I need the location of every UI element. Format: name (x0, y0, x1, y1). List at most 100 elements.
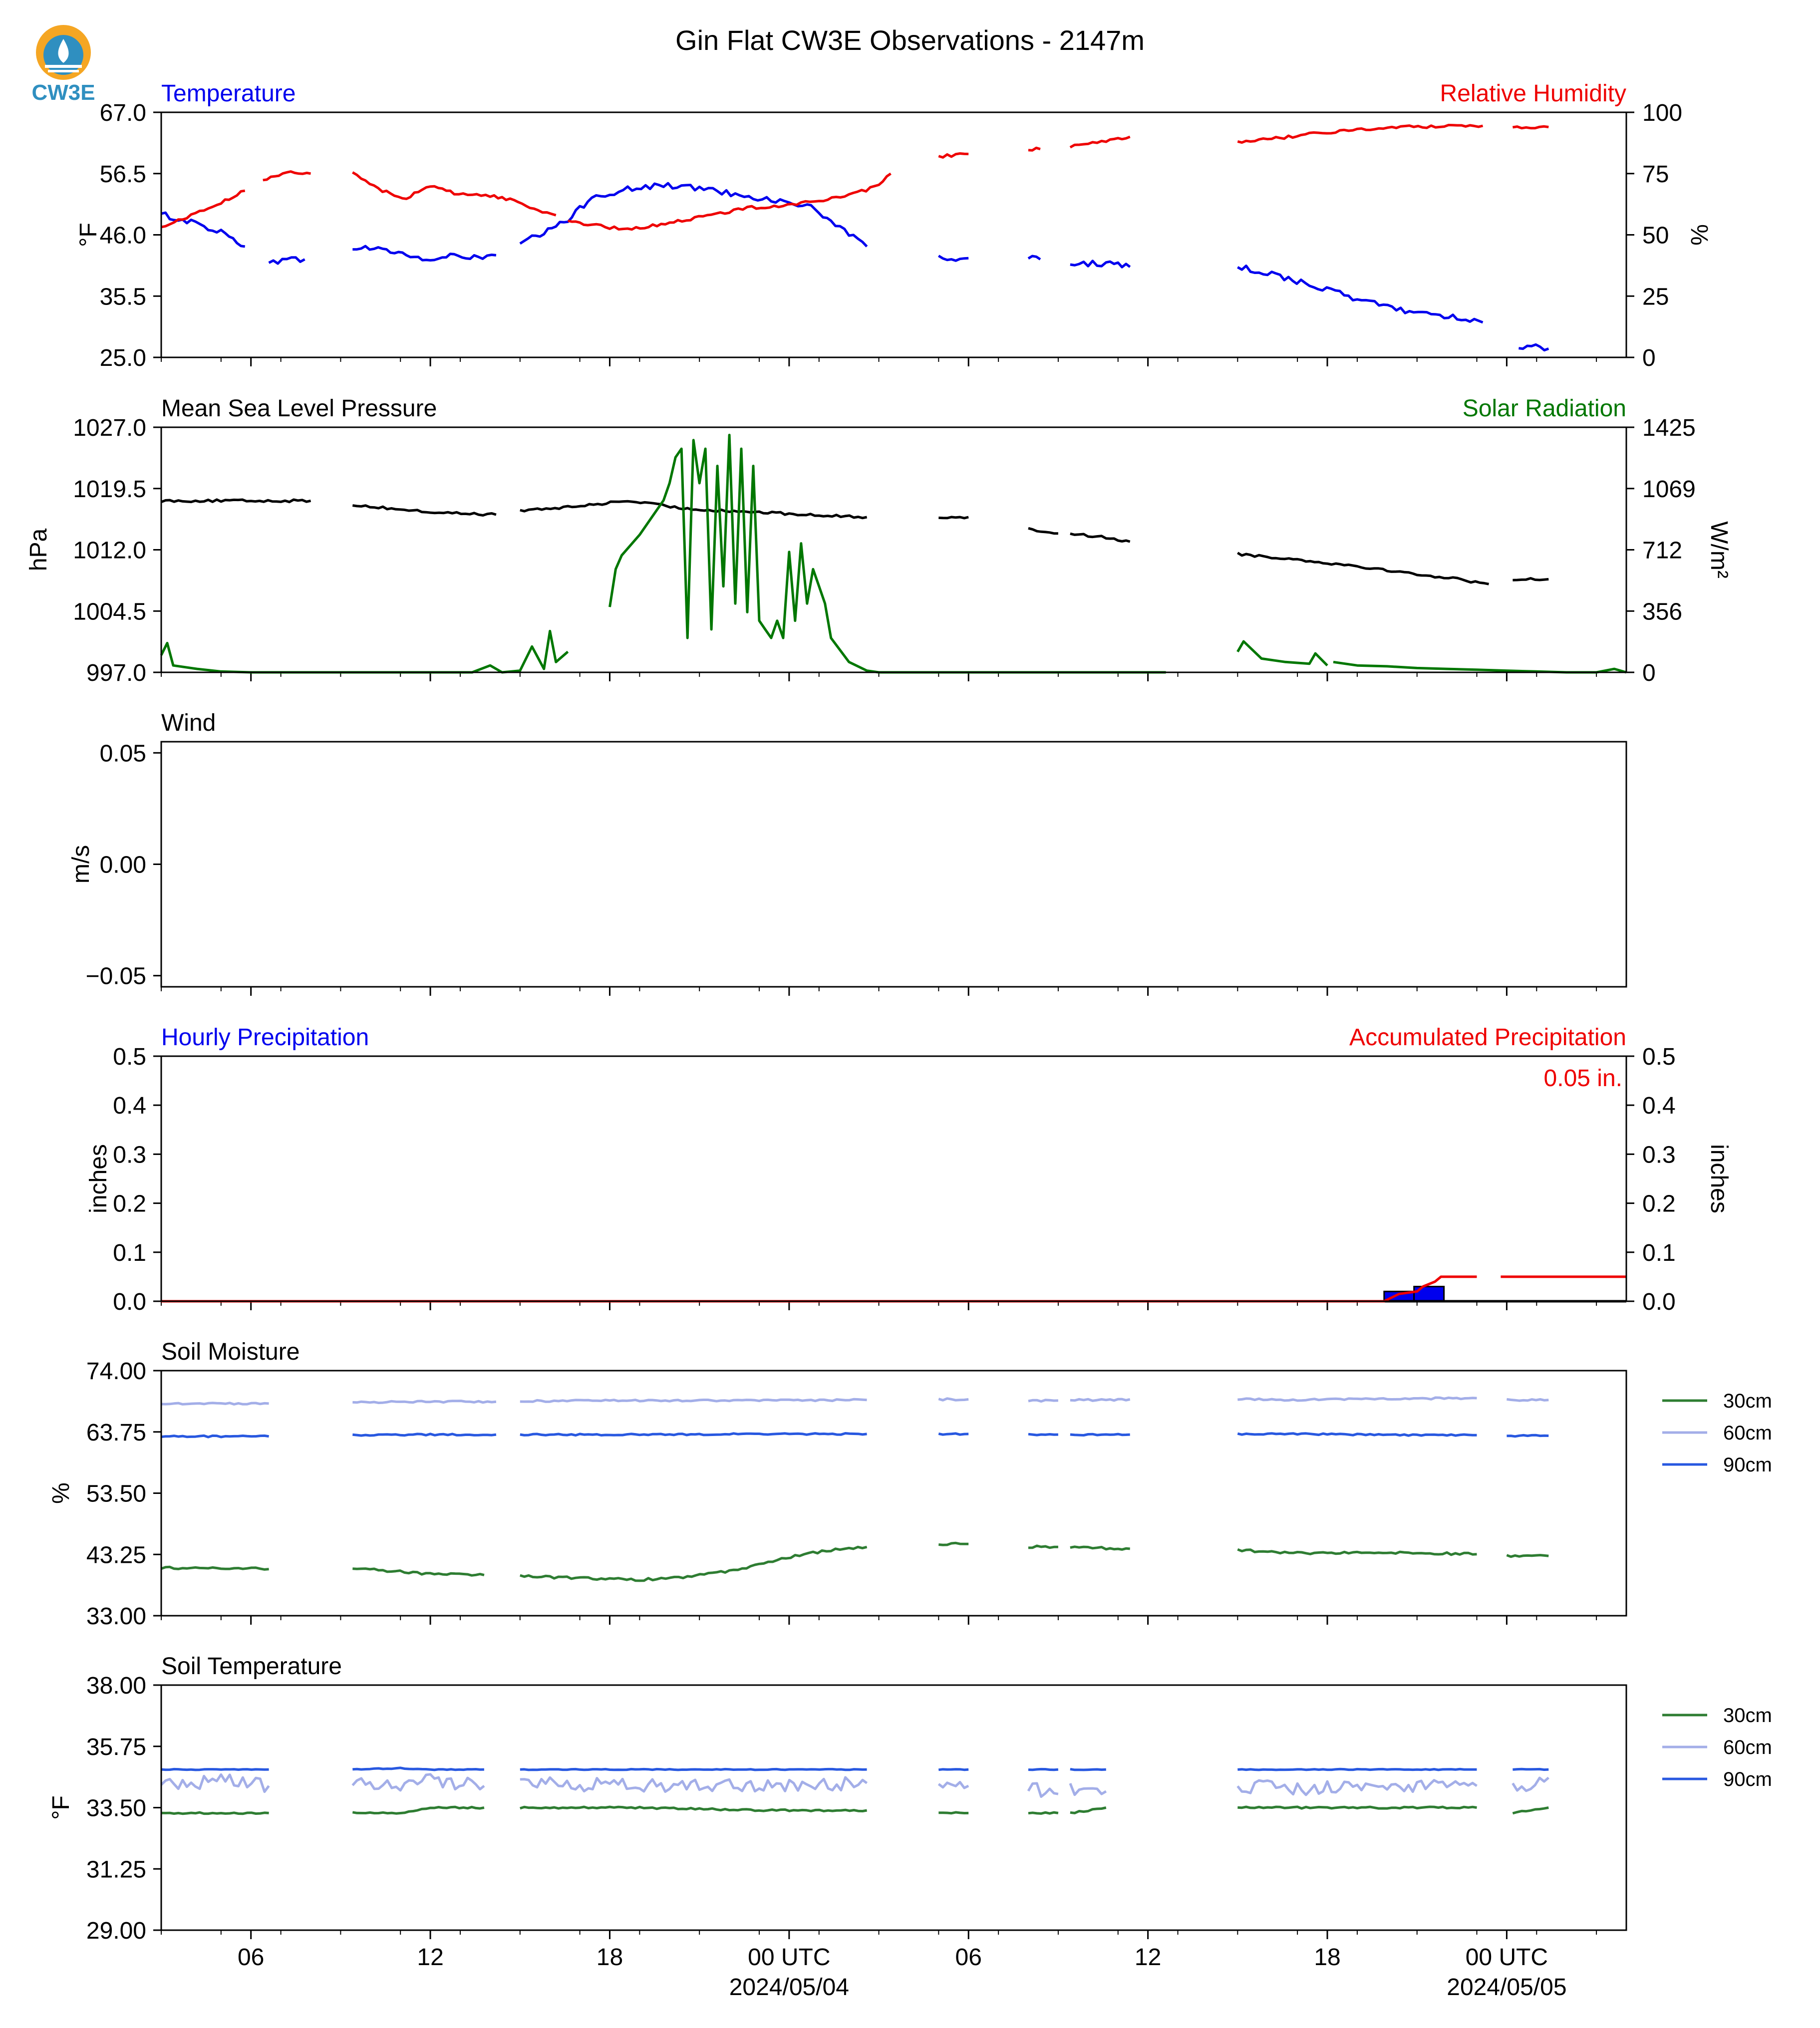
y-tick-label: 997.0 (86, 660, 146, 686)
series-line-mean-sea-level-pressure (161, 498, 311, 504)
plot-frame (160, 1055, 1627, 1302)
y-tick-label: 0.0 (113, 1289, 146, 1315)
y-tick-label: 43.25 (86, 1542, 146, 1568)
series-line-relative-humidity (1513, 125, 1549, 130)
y-tick-label-right: 0.1 (1642, 1240, 1676, 1266)
series-line-90cm (938, 1768, 969, 1771)
y-axis-label-right: inches (1706, 1144, 1732, 1213)
plot-frame (160, 426, 1627, 673)
series-line-temperature (519, 182, 868, 248)
series-line-30cm (161, 1565, 269, 1571)
series-line-60cm (520, 1776, 868, 1793)
series-line-30cm (1028, 1544, 1058, 1549)
y-tick-label-right: 100 (1642, 100, 1682, 126)
y-tick-label-right: 50 (1642, 223, 1669, 249)
y-tick-label: 0.00 (100, 852, 146, 878)
series-line-solar-radiation (1236, 640, 1328, 666)
series-line-mean-sea-level-pressure (352, 504, 497, 517)
y-axis-label-right: % (1686, 224, 1712, 246)
x-tick-label: 18 (1314, 1944, 1340, 1971)
y-tick-label: 25.0 (100, 345, 146, 371)
panel-title-left: Temperature (161, 80, 296, 107)
plot-frame (160, 1684, 1627, 1931)
series-line-temperature (268, 256, 305, 265)
panel-title-right: Solar Radiation (1463, 395, 1626, 422)
y-tick-label: 0.5 (113, 1044, 146, 1070)
series-line-temperature (1518, 343, 1549, 352)
y-tick-label: 33.50 (86, 1795, 146, 1822)
y-tick-label-right: 712 (1642, 538, 1682, 564)
y-axis-label: inches (85, 1144, 112, 1213)
y-tick-label-right: 25 (1642, 284, 1669, 310)
series-line-solar-radiation (608, 434, 1166, 674)
series-line-60cm (1028, 1399, 1058, 1403)
y-tick-label: 1012.0 (73, 538, 146, 564)
y-axis-label: m/s (68, 845, 94, 883)
series-line-30cm (1237, 1548, 1477, 1556)
series-line-mean-sea-level-pressure (520, 500, 868, 520)
series-line-60cm (161, 1402, 269, 1406)
y-axis-label: °F (48, 1795, 74, 1820)
series-line-30cm (520, 1545, 868, 1582)
series-line-30cm (938, 1541, 969, 1546)
series-line-60cm (520, 1398, 867, 1403)
series-line-90cm (938, 1432, 969, 1436)
x-tick-label: 06 (955, 1944, 982, 1971)
legend-label: 60cm (1723, 1422, 1772, 1444)
y-tick-label-right: 0 (1642, 345, 1656, 371)
chart-panel-2: Mean Sea Level Pressure Solar Radiation 99… (25, 395, 1732, 686)
y-tick-label-right: 75 (1642, 161, 1669, 188)
logo-drop-icon (58, 39, 69, 63)
series-line-mean-sea-level-pressure (938, 516, 969, 520)
y-tick-label-right: 1069 (1642, 476, 1696, 503)
series-line-60cm (1512, 1776, 1549, 1792)
logo-text: CW3E (31, 80, 95, 105)
y-axis-label: hPa (25, 528, 52, 571)
y-tick-label: 53.50 (86, 1481, 146, 1507)
series-line-accumulated-precipitation (161, 1275, 1477, 1303)
series-line-mean-sea-level-pressure (1028, 527, 1058, 535)
chart-panels: Temperature Relative Humidity 25.0 35.5 46.0… (25, 80, 1772, 2001)
panel-title-left: Wind (161, 710, 216, 736)
series-line-30cm (1512, 1806, 1549, 1815)
chart-panel-3: Wind −0.05 0.00 0.05 m/s (68, 710, 1627, 996)
y-tick-label-right: 0.5 (1642, 1044, 1676, 1070)
series-line-60cm (1070, 1398, 1131, 1402)
series-line-90cm (1237, 1432, 1477, 1437)
y-tick-label: 0.3 (113, 1142, 146, 1168)
y-tick-label: 0.4 (113, 1093, 146, 1119)
y-tick-label: 29.00 (86, 1918, 146, 1944)
series-line-30cm (161, 1811, 269, 1815)
series-line-temperature (1070, 260, 1131, 269)
series-line-30cm (1070, 1806, 1107, 1814)
panel-title-right: Accumulated Precipitation (1349, 1024, 1626, 1051)
series-line-90cm (520, 1767, 867, 1771)
accumulated-total-label: 0.05 in. (1544, 1065, 1622, 1092)
series-line-temperature (1027, 255, 1041, 261)
y-tick-label: 0.1 (113, 1240, 146, 1266)
series-line-90cm (161, 1767, 269, 1771)
series-line-90cm (1507, 1434, 1549, 1438)
series-line-60cm (1236, 1779, 1478, 1796)
series-line-60cm (160, 1773, 270, 1793)
series-line-60cm (938, 1397, 969, 1402)
y-tick-label: 35.75 (86, 1734, 146, 1760)
figure-title: Gin Flat CW3E Observations - 2147m (675, 24, 1145, 56)
y-tick-label: −0.05 (86, 963, 146, 990)
series-line-60cm (1027, 1782, 1059, 1798)
series-line-relative-humidity (161, 189, 246, 229)
y-axis-label-right: W/m² (1706, 521, 1732, 579)
panel-title-left: Mean Sea Level Pressure (161, 395, 437, 422)
series-line-temperature (1237, 265, 1484, 324)
series-line-60cm (351, 1773, 485, 1792)
y-tick-label-right: 0.0 (1642, 1289, 1676, 1315)
series-line-30cm (520, 1805, 868, 1812)
legend-label: 90cm (1723, 1454, 1772, 1476)
chart-panel-5: Soil Moisture 33.00 43.25 53.50 63.75 74.00% 3… (48, 1339, 1772, 1630)
series-line-30cm (352, 1567, 485, 1577)
y-tick-label: 38.00 (86, 1673, 146, 1699)
y-axis-label: °F (75, 223, 102, 247)
y-tick-label-right: 0 (1642, 660, 1656, 686)
y-tick-label: 1019.5 (73, 476, 146, 503)
